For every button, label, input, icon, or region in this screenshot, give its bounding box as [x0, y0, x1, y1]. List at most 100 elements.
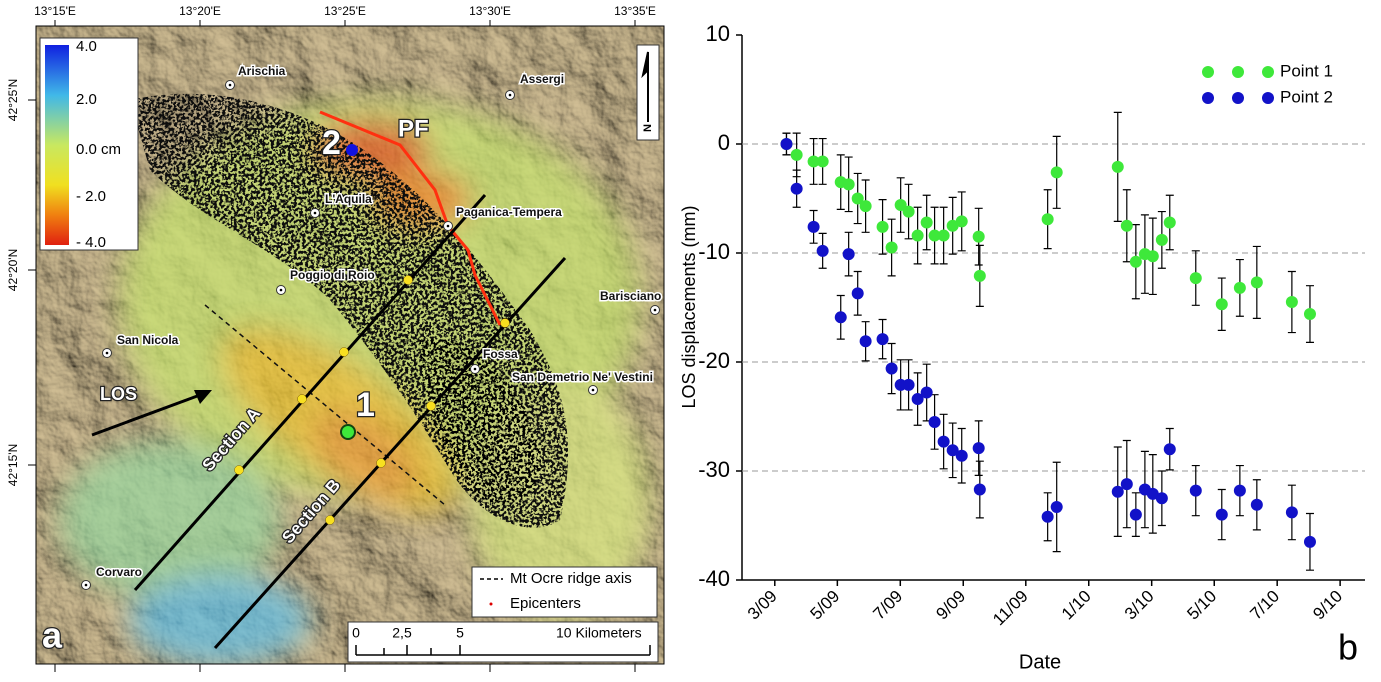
- data-point: [807, 155, 820, 168]
- panel-label: b: [1338, 627, 1358, 668]
- data-point: [972, 230, 985, 243]
- lon-tick-label: 13°25'E: [324, 4, 366, 18]
- data-point: [1189, 272, 1202, 285]
- town-marker-dot: [313, 211, 317, 215]
- town-label: San Nicola: [117, 333, 179, 347]
- x-tick-label: 7/09: [869, 587, 906, 624]
- legend-label: Point 2: [1280, 87, 1333, 106]
- data-point: [834, 311, 847, 324]
- data-point: [1233, 484, 1246, 497]
- colorbar: [45, 45, 69, 245]
- data-point: [859, 335, 872, 348]
- scale-label: 2,5: [392, 625, 412, 641]
- town-label: San Demetrio Ne' Vestini: [512, 370, 653, 384]
- data-point: [1155, 492, 1168, 505]
- data-point: [955, 215, 968, 228]
- legend-symbol: [1202, 92, 1214, 104]
- data-point: [946, 219, 959, 232]
- data-point: [885, 362, 898, 375]
- legend-box: [471, 566, 658, 618]
- town-label: Poggio di Roio: [290, 268, 375, 282]
- data-point: [1189, 484, 1202, 497]
- data-point: [928, 415, 941, 428]
- data-point: [902, 378, 915, 391]
- scale-bar: [355, 645, 651, 656]
- data-point: [1303, 308, 1316, 321]
- data-point: [1120, 219, 1133, 232]
- point-1-marker: [340, 424, 356, 440]
- town-label: Arischia: [238, 64, 286, 78]
- data-point: [1111, 485, 1124, 498]
- section-a-line: [133, 194, 487, 591]
- town-label: Paganica-Tempera: [456, 205, 562, 219]
- data-point: [1215, 298, 1228, 311]
- legend-symbol: [1232, 92, 1244, 104]
- town-label: Fossa: [483, 347, 518, 361]
- town-marker-dot: [446, 224, 450, 228]
- fault-label: PF: [398, 115, 429, 142]
- data-point: [972, 442, 985, 455]
- data-point: [1050, 166, 1063, 179]
- data-point: [920, 386, 933, 399]
- data-point: [1285, 506, 1298, 519]
- lat-tick-label: 42°20'N: [6, 249, 20, 291]
- y-tick-label: 10: [706, 21, 730, 46]
- x-tick-label: 11/09: [989, 587, 1032, 630]
- panel-label: a: [42, 615, 63, 656]
- los-arrow: [91, 393, 201, 437]
- town-marker-dot: [279, 288, 283, 292]
- data-point: [1163, 216, 1176, 229]
- data-point: [1250, 498, 1263, 511]
- colorbar-label: 4.0: [76, 38, 97, 55]
- legend-label: Point 1: [1280, 61, 1333, 80]
- legend-label: Mt Ocre ridge axis: [510, 570, 632, 587]
- legend-symbol: [1262, 66, 1274, 78]
- y-tick-label: 0: [718, 130, 730, 155]
- point-2-marker: [346, 144, 358, 156]
- legend-epicenter-symbol: [489, 602, 493, 606]
- data-point: [876, 220, 889, 233]
- town-label: Barisciano: [600, 289, 661, 303]
- map-panel: 13°15'E 13°20'E 13°25'E 13°30'E 13°35'E 42°25…: [6, 4, 665, 672]
- y-tick-label: -10: [698, 239, 730, 264]
- town-marker-dot: [84, 583, 88, 587]
- data-point: [946, 444, 959, 457]
- data-point: [1303, 535, 1316, 548]
- data-point: [937, 229, 950, 242]
- data-point: [1111, 160, 1124, 173]
- x-tick-label: 5/09: [807, 587, 844, 624]
- x-tick-label: 9/10: [1309, 587, 1346, 624]
- town-marker-dot: [508, 93, 512, 97]
- data-point: [885, 241, 898, 254]
- x-tick-label: 5/10: [1183, 587, 1220, 624]
- town-label: Corvaro: [96, 565, 142, 579]
- town-marker-dot: [473, 367, 477, 371]
- data-point: [1129, 255, 1142, 268]
- los-arrowhead: [194, 390, 212, 404]
- data-point: [928, 229, 941, 242]
- data-point: [1146, 487, 1159, 500]
- legend-symbol: [1202, 66, 1214, 78]
- y-axis-label: LOS displacements (mm): [679, 205, 699, 408]
- town-marker-dot: [591, 388, 595, 392]
- town-marker-dot: [653, 308, 657, 312]
- los-label: LOS: [100, 384, 137, 404]
- lon-tick-label: 13°20'E: [179, 4, 221, 18]
- data-point: [842, 248, 855, 261]
- x-tick-label: 9/09: [932, 587, 969, 624]
- lat-tick-label: 42°25'N: [6, 79, 20, 121]
- data-point: [937, 435, 950, 448]
- town-marker-dot: [228, 83, 232, 87]
- data-point: [1215, 508, 1228, 521]
- lon-tick-label: 13°15'E: [34, 4, 76, 18]
- legend-symbol: [1262, 92, 1274, 104]
- data-point: [807, 220, 820, 233]
- data-point: [851, 192, 864, 205]
- town-label: L'Aquila: [325, 192, 372, 206]
- legend-symbol: [1232, 66, 1244, 78]
- colorbar-label: 0.0 cm: [76, 141, 121, 158]
- town-label: Assergi: [520, 72, 564, 86]
- data-point: [1146, 250, 1159, 263]
- legend-label: Epicenters: [510, 595, 581, 612]
- north-arrow: [641, 51, 649, 122]
